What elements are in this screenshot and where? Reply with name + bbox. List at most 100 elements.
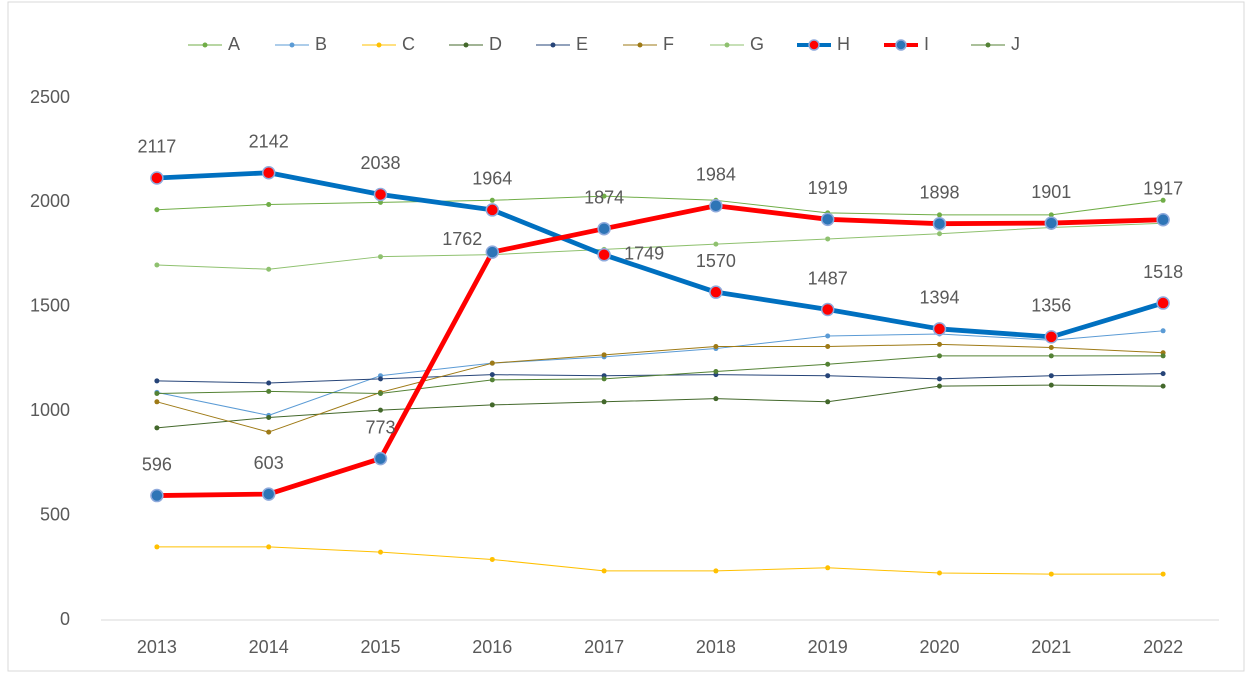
point <box>485 245 500 259</box>
point <box>825 565 831 571</box>
point <box>1160 328 1166 334</box>
point <box>825 373 831 379</box>
point <box>489 197 495 203</box>
x-tick-label: 2016 <box>472 637 512 657</box>
point <box>489 402 495 408</box>
y-tick-label: 1500 <box>30 296 70 316</box>
point <box>266 544 272 550</box>
data-label: 2117 <box>138 137 177 157</box>
legend-marker <box>724 42 730 48</box>
point <box>266 201 272 207</box>
y-tick-label: 0 <box>60 609 70 629</box>
point <box>937 570 942 576</box>
point <box>820 302 835 317</box>
point <box>1048 212 1054 218</box>
legend-marker <box>895 39 907 51</box>
point <box>937 341 942 347</box>
data-label: 1917 <box>1143 178 1183 198</box>
legend-label: H <box>837 34 850 54</box>
data-label: 2142 <box>249 132 289 152</box>
point <box>601 352 607 358</box>
point <box>709 198 723 213</box>
data-label: 1356 <box>1031 296 1071 316</box>
series-line <box>156 195 1164 216</box>
point <box>937 212 942 218</box>
legend-marker <box>289 42 295 48</box>
legend-label: I <box>924 34 929 54</box>
point <box>937 231 942 237</box>
legend-label: J <box>1011 34 1020 54</box>
x-tick-label: 2019 <box>808 637 848 657</box>
x-tick-label: 2014 <box>249 637 289 657</box>
y-tick-label: 2500 <box>30 87 70 107</box>
point <box>1160 383 1166 389</box>
x-tick-label: 2020 <box>919 637 959 657</box>
point <box>713 396 719 402</box>
point <box>713 369 719 375</box>
point <box>1048 373 1054 379</box>
point <box>378 376 383 382</box>
series-line <box>156 355 1164 394</box>
point <box>825 236 831 242</box>
point <box>597 248 611 262</box>
point <box>266 388 272 394</box>
point <box>378 254 383 260</box>
legend-label: F <box>663 34 674 54</box>
point <box>1048 353 1054 359</box>
point <box>713 568 719 574</box>
legend-label: A <box>228 34 240 54</box>
point <box>378 390 383 396</box>
point <box>1044 330 1059 344</box>
data-label: 2038 <box>360 153 400 173</box>
data-label: 596 <box>142 454 172 474</box>
point <box>709 285 723 299</box>
point <box>261 487 276 501</box>
point <box>373 451 388 466</box>
point <box>154 207 160 213</box>
point <box>373 187 388 202</box>
legend-label: C <box>402 34 415 54</box>
series-line <box>156 546 1164 575</box>
data-label: 1898 <box>919 182 959 202</box>
point <box>601 399 607 405</box>
point <box>150 488 164 503</box>
x-tick-label: 2015 <box>360 637 400 657</box>
point <box>713 343 719 349</box>
point <box>378 549 383 555</box>
data-label: 1487 <box>808 268 848 288</box>
point <box>597 221 611 236</box>
legend-marker <box>202 42 208 48</box>
point <box>937 383 942 389</box>
data-label: 1874 <box>584 187 624 207</box>
legend-marker <box>550 42 556 48</box>
data-label: 1964 <box>472 169 512 189</box>
point <box>1160 371 1166 377</box>
data-label: 1984 <box>696 164 736 184</box>
point <box>825 333 831 339</box>
legend-label: B <box>315 34 327 54</box>
point <box>713 241 719 247</box>
point <box>937 353 942 359</box>
data-label: 1919 <box>808 178 848 198</box>
data-label: 603 <box>254 453 284 473</box>
legend-label: G <box>750 34 764 54</box>
y-tick-label: 500 <box>40 504 70 524</box>
legend-marker <box>637 42 643 48</box>
series-line <box>156 170 1164 340</box>
legend-marker <box>376 42 382 48</box>
data-label: 1762 <box>442 229 482 249</box>
point <box>154 262 160 268</box>
x-tick-label: 2021 <box>1031 637 1071 657</box>
point <box>485 203 500 217</box>
point <box>1044 216 1059 230</box>
legend-marker <box>463 42 469 48</box>
legend-marker <box>808 39 820 51</box>
point <box>825 343 831 349</box>
point <box>378 199 383 205</box>
data-label: 1749 <box>624 244 664 264</box>
point <box>154 390 160 396</box>
point <box>937 376 942 382</box>
y-tick-label: 2000 <box>30 191 70 211</box>
legend-marker <box>985 42 991 48</box>
